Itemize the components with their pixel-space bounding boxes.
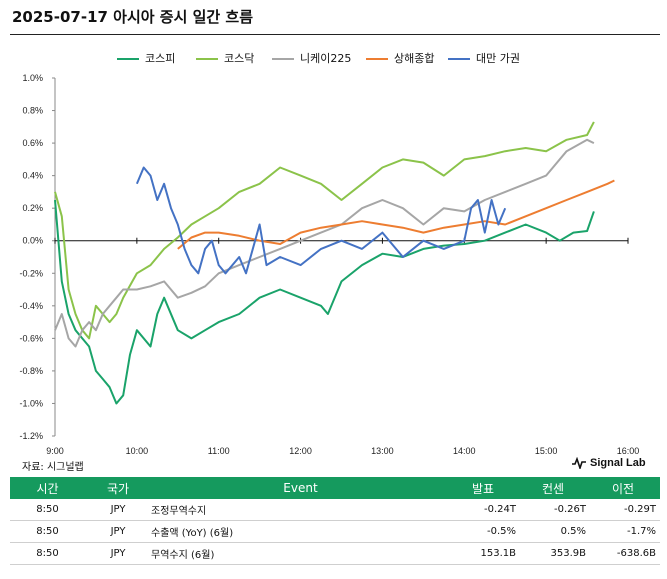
- chart-title: 2025-07-17 아시아 증시 일간 흐름: [12, 8, 254, 26]
- legend-label: 코스닥: [224, 52, 255, 65]
- header-previous: 이전: [590, 477, 660, 499]
- legend-swatch: [196, 58, 218, 60]
- cell-time: 8:50: [10, 499, 85, 521]
- header-country: 국가: [85, 477, 151, 499]
- cell-consensus: -0.26T: [520, 499, 590, 521]
- table-row: 8:50 JPY 무역수지 (6월) 153.1B 353.9B -638.6B: [10, 542, 660, 565]
- cell-previous: -1.7%: [590, 520, 660, 543]
- cell-previous: -638.6B: [590, 542, 660, 565]
- series-line-1: [54, 121, 595, 340]
- chart-legend: 코스피 코스닥 니케이225 상해종합 대만 가권: [0, 50, 667, 68]
- x-tick-label: 12:00: [289, 446, 312, 456]
- cell-country: JPY: [85, 542, 151, 565]
- legend-swatch: [117, 58, 139, 60]
- y-tick-label: -1.2%: [19, 431, 43, 441]
- legend-swatch: [366, 58, 388, 60]
- legend-item-kosdaq: 코스닥: [196, 50, 254, 66]
- cell-consensus: 0.5%: [520, 520, 590, 543]
- y-tick-label: 0.0%: [22, 236, 43, 246]
- legend-label: 대만 가권: [476, 52, 520, 65]
- cell-time: 8:50: [10, 542, 85, 565]
- y-tick-label: 1.0%: [22, 73, 43, 83]
- y-tick-label: -0.2%: [19, 268, 43, 278]
- legend-swatch: [448, 58, 470, 60]
- legend-item-kospi: 코스피: [117, 50, 175, 66]
- cell-previous: -0.29T: [590, 499, 660, 521]
- header-time: 시간: [10, 477, 85, 499]
- y-tick-label: -0.6%: [19, 333, 43, 343]
- cell-event: 수출액 (YoY) (6월): [151, 520, 450, 543]
- cell-consensus: 353.9B: [520, 542, 590, 565]
- line-chart: 1.0% 0.8% 0.6% 0.4% 0.2% 0.0% -0.2% -0.4% -0.6% -…: [19, 73, 640, 456]
- legend-label: 코스피: [145, 52, 176, 65]
- y-tick-label: -1.0%: [19, 398, 43, 408]
- header-consensus: 컨센: [520, 477, 590, 499]
- legend-label: 상해종합: [394, 52, 435, 65]
- brand-logo: Signal Lab: [572, 457, 646, 469]
- legend-item-shanghai: 상해종합: [366, 50, 434, 66]
- cell-time: 8:50: [10, 520, 85, 543]
- x-tick-label: 11:00: [208, 446, 230, 456]
- cell-country: JPY: [85, 520, 151, 543]
- series-line-2: [54, 138, 595, 348]
- x-tick-label: 9:00: [46, 446, 64, 456]
- table-row: 8:50 JPY 조정무역수지 -0.24T -0.26T -0.29T: [10, 499, 660, 521]
- series-line-0: [54, 199, 595, 405]
- y-tick-label: 0.4%: [22, 171, 43, 181]
- x-tick-label: 13:00: [371, 446, 394, 456]
- table-header-row: 시간 국가 Event 발표 컨센 이전: [10, 477, 660, 499]
- y-tick-label: 0.2%: [22, 203, 43, 213]
- series-line-4: [135, 166, 507, 275]
- title-divider: [10, 34, 660, 35]
- legend-item-taiex: 대만 가권: [448, 50, 520, 66]
- y-tick-label: 0.8%: [22, 106, 43, 116]
- cell-event: 무역수지 (6월): [151, 542, 450, 565]
- header-event: Event: [151, 477, 450, 499]
- cell-country: JPY: [85, 499, 151, 521]
- y-tick-label: -0.8%: [19, 366, 43, 376]
- x-tick-label: 16:00: [617, 446, 640, 456]
- x-tick-label: 14:00: [453, 446, 476, 456]
- y-tick-label: 0.6%: [22, 138, 43, 148]
- cell-actual: 153.1B: [450, 542, 520, 565]
- legend-label: 니케이225: [300, 52, 352, 65]
- legend-swatch: [272, 58, 294, 60]
- table-row: 8:50 JPY 수출액 (YoY) (6월) -0.5% 0.5% -1.7%: [10, 520, 660, 543]
- legend-item-nikkei: 니케이225: [272, 50, 351, 66]
- x-tick-label: 10:00: [126, 446, 149, 456]
- y-tick-label: -0.4%: [19, 301, 43, 311]
- x-tick-label: 15:00: [535, 446, 558, 456]
- series-line-3: [177, 179, 615, 250]
- brand-name: Signal Lab: [590, 457, 646, 469]
- cell-actual: -0.24T: [450, 499, 520, 521]
- header-actual: 발표: [450, 477, 520, 499]
- cell-event: 조정무역수지: [151, 499, 450, 521]
- event-table: 시간 국가 Event 발표 컨센 이전 8:50 JPY 조정무역수지 -0.…: [10, 477, 660, 565]
- source-note: 자료: 시그널랩: [22, 462, 84, 473]
- cell-actual: -0.5%: [450, 520, 520, 543]
- signal-icon: [572, 457, 586, 469]
